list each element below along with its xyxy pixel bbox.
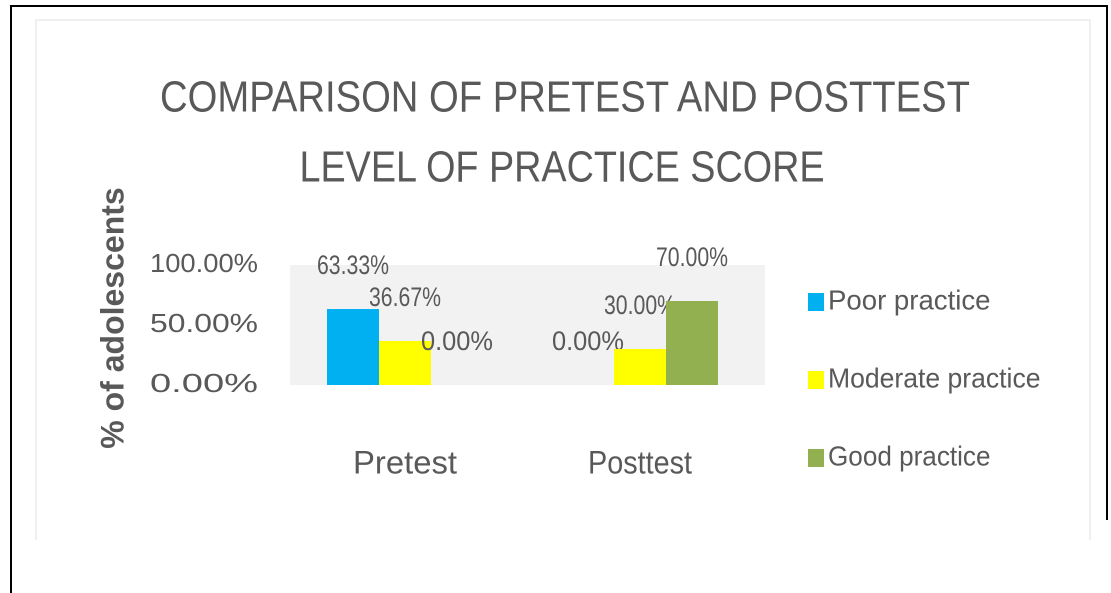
chart-title: COMPARISON OF PRETEST AND POSTTEST	[160, 73, 970, 122]
legend-label: Poor practice	[828, 284, 991, 315]
bar	[666, 301, 718, 385]
chart-border	[35, 19, 1091, 540]
value-label: 36.67%	[369, 282, 441, 312]
legend-label: Good practice	[828, 440, 991, 471]
bar	[327, 309, 379, 385]
legend-swatch	[808, 371, 824, 389]
value-label: 70.00%	[656, 242, 728, 272]
y-tick-label: 50.00%	[150, 308, 258, 338]
bar	[379, 340, 431, 385]
value-label: 63.33%	[317, 250, 389, 280]
value-label: 0.00%	[552, 326, 624, 356]
x-tick-label: Posttest	[588, 444, 692, 480]
y-tick-label: 100.00%	[150, 248, 258, 278]
bar	[614, 349, 666, 385]
frame	[10, 5, 1108, 593]
value-label: 0.00%	[421, 326, 493, 356]
legend-label: Moderate practice	[828, 362, 1041, 393]
y-axis-label: % of adolescents	[94, 187, 130, 448]
value-label: 30.00%	[604, 290, 676, 320]
legend-swatch	[808, 449, 824, 467]
chart-title: LEVEL OF PRACTICE SCORE	[300, 143, 825, 192]
x-tick-label: Pretest	[353, 444, 457, 480]
legend-swatch	[808, 293, 824, 311]
y-tick-label: 0.00%	[150, 368, 258, 398]
